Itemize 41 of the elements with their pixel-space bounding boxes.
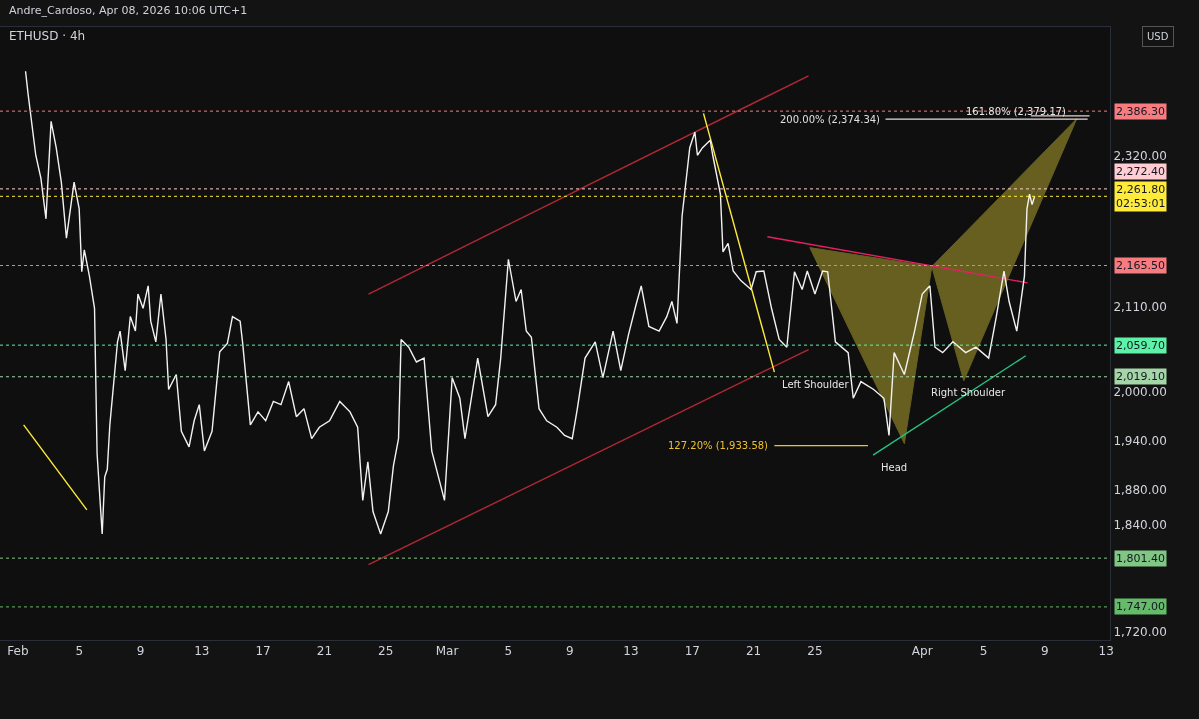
x-tick-label: 25 [807, 644, 823, 659]
x-tick-label: 5 [979, 644, 988, 659]
x-tick-label: 9 [136, 644, 145, 659]
y-tick-label: 2,110.00 [1113, 299, 1167, 314]
x-tick-label: 21 [745, 644, 762, 659]
annotation: 200.00% (2,374.34) [780, 114, 881, 125]
annotation: 161.80% (2,379.17) [966, 106, 1067, 117]
y-tick-label: 1,940.00 [1113, 433, 1167, 448]
x-tick-label: 5 [75, 644, 84, 659]
annotation: 127.20% (1,933.58) [668, 440, 769, 451]
x-tick-label: 5 [504, 644, 513, 659]
x-tick-label: 25 [378, 644, 394, 659]
y-tick-label: 1,840.00 [1113, 517, 1167, 532]
ref-line-label: 2,019.10 [1116, 370, 1165, 383]
chart-title: ETHUSD · 4h [8, 29, 86, 44]
y-tick-label: 1,720.00 [1113, 624, 1167, 639]
y-tick-label: 2,000.00 [1113, 385, 1167, 400]
ref-line-label: 2,272.40 [1116, 165, 1165, 178]
x-tick-label: Feb [7, 644, 29, 659]
x-tick-label: 9 [565, 644, 574, 659]
x-tick-label: Apr [911, 644, 933, 659]
text: Andre_Cardoso, Apr 08, 2026 10:06 UTC+1 [9, 4, 248, 17]
ref-line-label: 2,059.70 [1116, 339, 1165, 352]
x-tick-label: 17 [684, 644, 700, 659]
text: USD [1147, 31, 1169, 42]
x-tick-label: 13 [1098, 644, 1114, 659]
annotation: Head [881, 462, 908, 473]
ref-line-label: 2,165.50 [1116, 259, 1165, 272]
x-tick-label: 13 [194, 644, 210, 659]
x-tick-label: 13 [623, 644, 639, 659]
ref-line-label: 2,386.30 [1116, 105, 1165, 118]
ref-line-label: 1,747.00 [1116, 600, 1165, 613]
annotation: Left Shoulder [782, 379, 850, 390]
y-tick-label: 1,880.00 [1113, 483, 1167, 498]
x-tick-label: 17 [255, 644, 271, 659]
x-tick-label: 21 [316, 644, 333, 659]
ref-line-label: 1,801.40 [1116, 552, 1165, 565]
y-tick-label: 2,320.00 [1113, 149, 1167, 164]
x-tick-label: Mar [435, 644, 459, 659]
x-tick-label: 9 [1041, 644, 1049, 659]
ref-line-label: 2,261.80 02:53:01 [1116, 183, 1166, 211]
